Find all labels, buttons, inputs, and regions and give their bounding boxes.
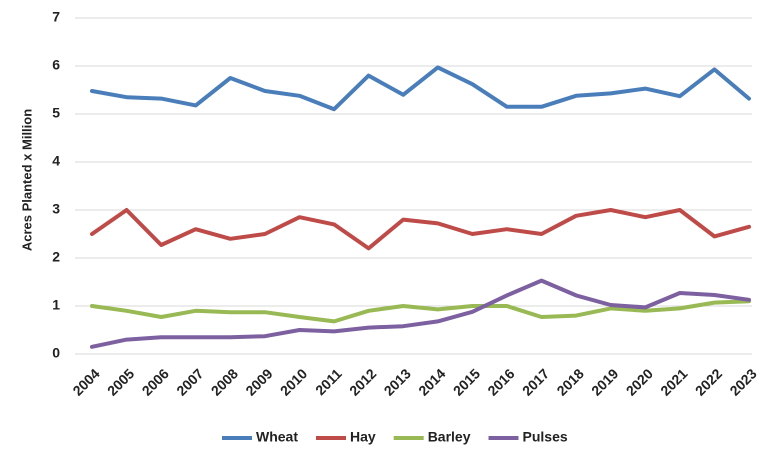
x-tick-label: 2016	[484, 365, 517, 398]
x-tick-label: 2012	[346, 365, 379, 398]
y-tick-label: 2	[52, 249, 60, 265]
x-tick-label: 2006	[139, 365, 172, 398]
y-tick-label: 1	[52, 297, 60, 313]
x-tick-label: 2013	[381, 365, 414, 398]
y-tick-label: 7	[52, 9, 60, 25]
x-tick-label: 2017	[519, 365, 552, 398]
x-tick-label: 2019	[588, 365, 621, 398]
x-tick-label: 2021	[657, 365, 690, 398]
y-tick-label: 0	[52, 345, 60, 361]
x-tick-label: 2014	[415, 365, 448, 398]
line	[90, 208, 751, 251]
line	[90, 299, 751, 324]
x-tick-label: 2018	[554, 365, 587, 398]
y-tick-label: 3	[52, 201, 60, 217]
x-tick-label: 2010	[277, 365, 310, 398]
y-tick-label: 5	[52, 105, 60, 121]
x-tick-label: 2011	[312, 365, 345, 398]
legend-label: Hay	[350, 429, 376, 445]
legend-label: Wheat	[256, 429, 298, 445]
y-axis-label: Acres Planted x Million	[19, 109, 34, 251]
x-tick-label: 2022	[692, 365, 725, 398]
y-tick-label: 4	[52, 153, 60, 169]
line	[90, 278, 751, 349]
x-tick-label: 2004	[69, 365, 102, 398]
line	[90, 65, 751, 112]
x-tick-label: 2015	[450, 365, 483, 398]
y-tick-label: 6	[52, 57, 60, 73]
x-tick-label: 2007	[173, 365, 206, 398]
x-tick-label: 2009	[242, 365, 275, 398]
x-tick-label: 2005	[104, 365, 137, 398]
x-tick-label: 2023	[726, 365, 759, 398]
legend-label: Barley	[428, 429, 471, 445]
legend-label: Pulses	[523, 429, 568, 445]
x-tick-label: 2008	[208, 365, 241, 398]
x-tick-label: 2020	[623, 365, 656, 398]
